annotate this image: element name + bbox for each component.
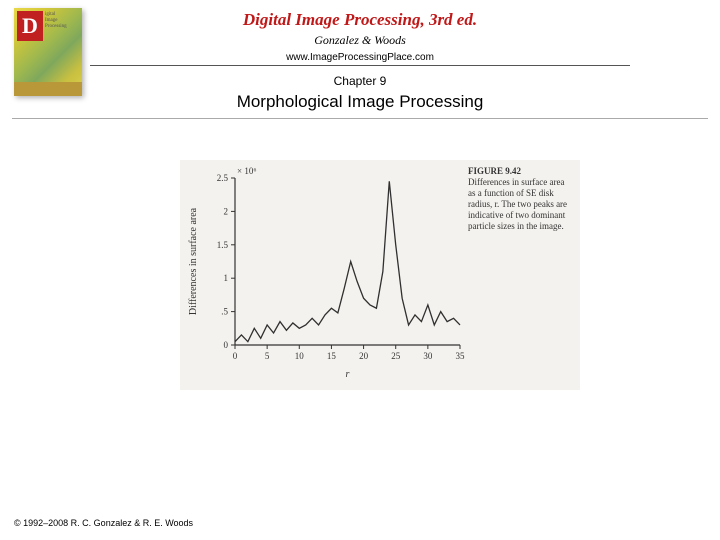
- svg-text:35: 35: [456, 351, 466, 361]
- svg-text:0: 0: [233, 351, 238, 361]
- svg-text:1: 1: [224, 273, 229, 283]
- figure-caption-text: Differences in surface area as a functio…: [468, 177, 567, 231]
- figure-caption: FIGURE 9.42 Differences in surface area …: [468, 166, 574, 232]
- cover-small-text: igital Image Processing: [45, 12, 67, 30]
- svg-text:.5: .5: [221, 307, 228, 317]
- book-title: Digital Image Processing, 3rd ed.: [0, 10, 720, 30]
- svg-text:1.5: 1.5: [217, 240, 229, 250]
- svg-text:Differences in surface area: Differences in surface area: [188, 207, 199, 315]
- line-chart: 0 5 10 15 20 25 30 35 0 .5 1 1.5 2 2.5 × 10⁶ Difference…: [180, 160, 470, 385]
- page-header: Digital Image Processing, 3rd ed. Gonzal…: [0, 0, 720, 119]
- book-url: www.ImageProcessingPlace.com: [0, 52, 720, 65]
- figure-container: 0 5 10 15 20 25 30 35 0 .5 1 1.5 2 2.5 × 10⁶ Difference…: [180, 160, 580, 390]
- divider-top: [90, 65, 630, 66]
- book-cover-thumbnail: D igital Image Processing: [14, 8, 82, 96]
- chapter-title: Morphological Image Processing: [0, 92, 720, 118]
- chapter-label: Chapter 9: [0, 74, 720, 88]
- svg-text:2: 2: [224, 206, 229, 216]
- svg-text:0: 0: [224, 340, 229, 350]
- cover-bottom-band: [14, 82, 82, 96]
- svg-text:× 10⁶: × 10⁶: [237, 166, 256, 176]
- svg-text:30: 30: [423, 351, 433, 361]
- divider-bottom: [12, 118, 708, 119]
- svg-text:2.5: 2.5: [217, 173, 229, 183]
- svg-text:10: 10: [295, 351, 305, 361]
- svg-text:25: 25: [391, 351, 401, 361]
- book-authors: Gonzalez & Woods: [0, 33, 720, 48]
- copyright-text: © 1992–2008 R. C. Gonzalez & R. E. Woods: [14, 518, 193, 528]
- svg-text:15: 15: [327, 351, 337, 361]
- svg-text:20: 20: [359, 351, 369, 361]
- svg-text:5: 5: [265, 351, 270, 361]
- figure-number: FIGURE 9.42: [468, 166, 574, 177]
- cover-letter: D: [17, 11, 43, 41]
- svg-text:r: r: [346, 369, 350, 380]
